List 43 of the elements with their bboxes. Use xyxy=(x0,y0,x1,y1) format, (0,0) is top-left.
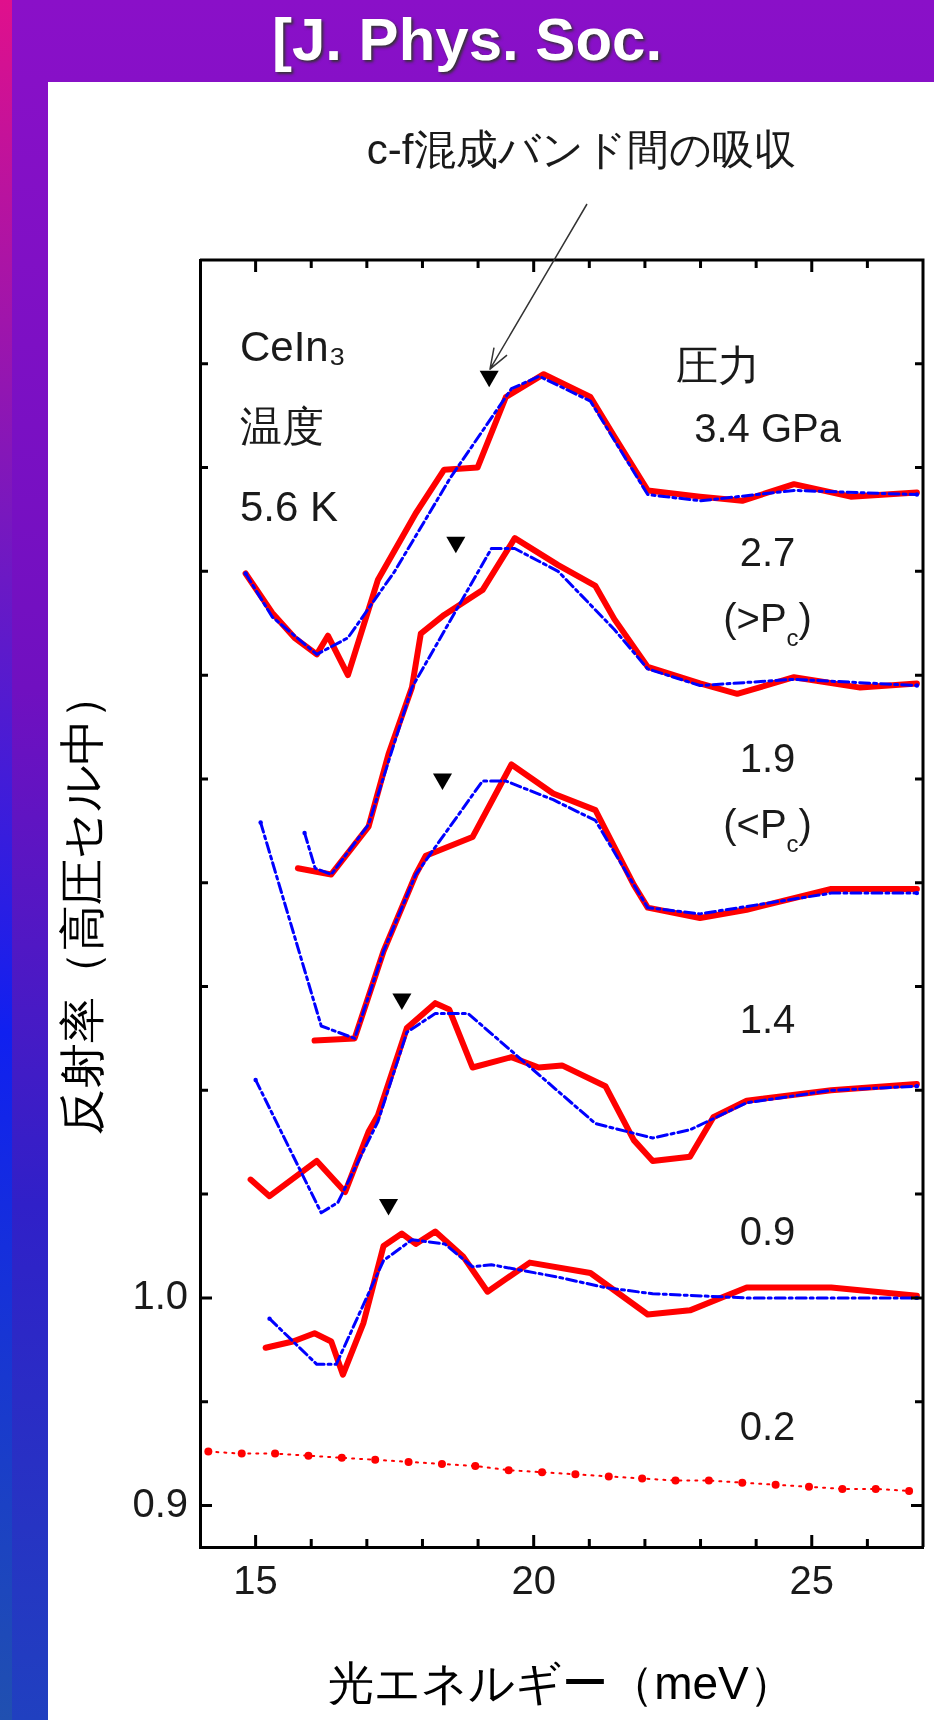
series-label: 0.9 xyxy=(739,1208,796,1253)
point xyxy=(304,1451,313,1460)
point xyxy=(404,1457,413,1466)
y-tick-label: 1.0 xyxy=(132,1272,188,1317)
annotation: 温度 xyxy=(240,402,324,450)
point xyxy=(379,1198,399,1216)
point xyxy=(638,1474,647,1483)
annotation: CeIn₃ xyxy=(240,322,346,370)
point xyxy=(838,1484,847,1493)
series-label: 0.2 xyxy=(739,1403,796,1448)
x-tick-label: 20 xyxy=(511,1558,556,1603)
point xyxy=(432,773,453,790)
point xyxy=(504,1466,513,1475)
point xyxy=(871,1484,880,1493)
point xyxy=(271,1449,280,1458)
point xyxy=(204,1447,213,1456)
point xyxy=(905,1486,914,1495)
annotation: c-f混成バンド間の吸収 xyxy=(366,125,796,173)
point xyxy=(671,1476,680,1485)
chart-title: [J. Phys. Soc. xyxy=(270,5,664,75)
x-axis-title: 光エネルギー（meV） xyxy=(328,1657,795,1710)
point xyxy=(538,1468,547,1477)
point xyxy=(392,993,412,1010)
point xyxy=(237,1449,246,1458)
point xyxy=(479,370,499,388)
point xyxy=(446,536,466,554)
point xyxy=(738,1478,747,1487)
point xyxy=(371,1455,380,1464)
x-tick-label: 15 xyxy=(233,1558,278,1603)
legend-title: 圧力 xyxy=(675,342,760,390)
series-label: 3.4 GPa xyxy=(694,405,842,450)
series-label: 1.4 xyxy=(739,997,796,1042)
point xyxy=(571,1470,580,1479)
point xyxy=(471,1462,480,1471)
point xyxy=(604,1472,613,1481)
point xyxy=(437,1459,446,1468)
point xyxy=(337,1453,346,1462)
y-axis-title: 反射率（高圧セル中） xyxy=(56,672,109,1135)
point xyxy=(704,1476,713,1485)
point xyxy=(804,1482,813,1491)
point xyxy=(771,1480,780,1489)
annotation: 5.6 K xyxy=(240,482,339,530)
x-tick-label: 25 xyxy=(789,1558,835,1603)
